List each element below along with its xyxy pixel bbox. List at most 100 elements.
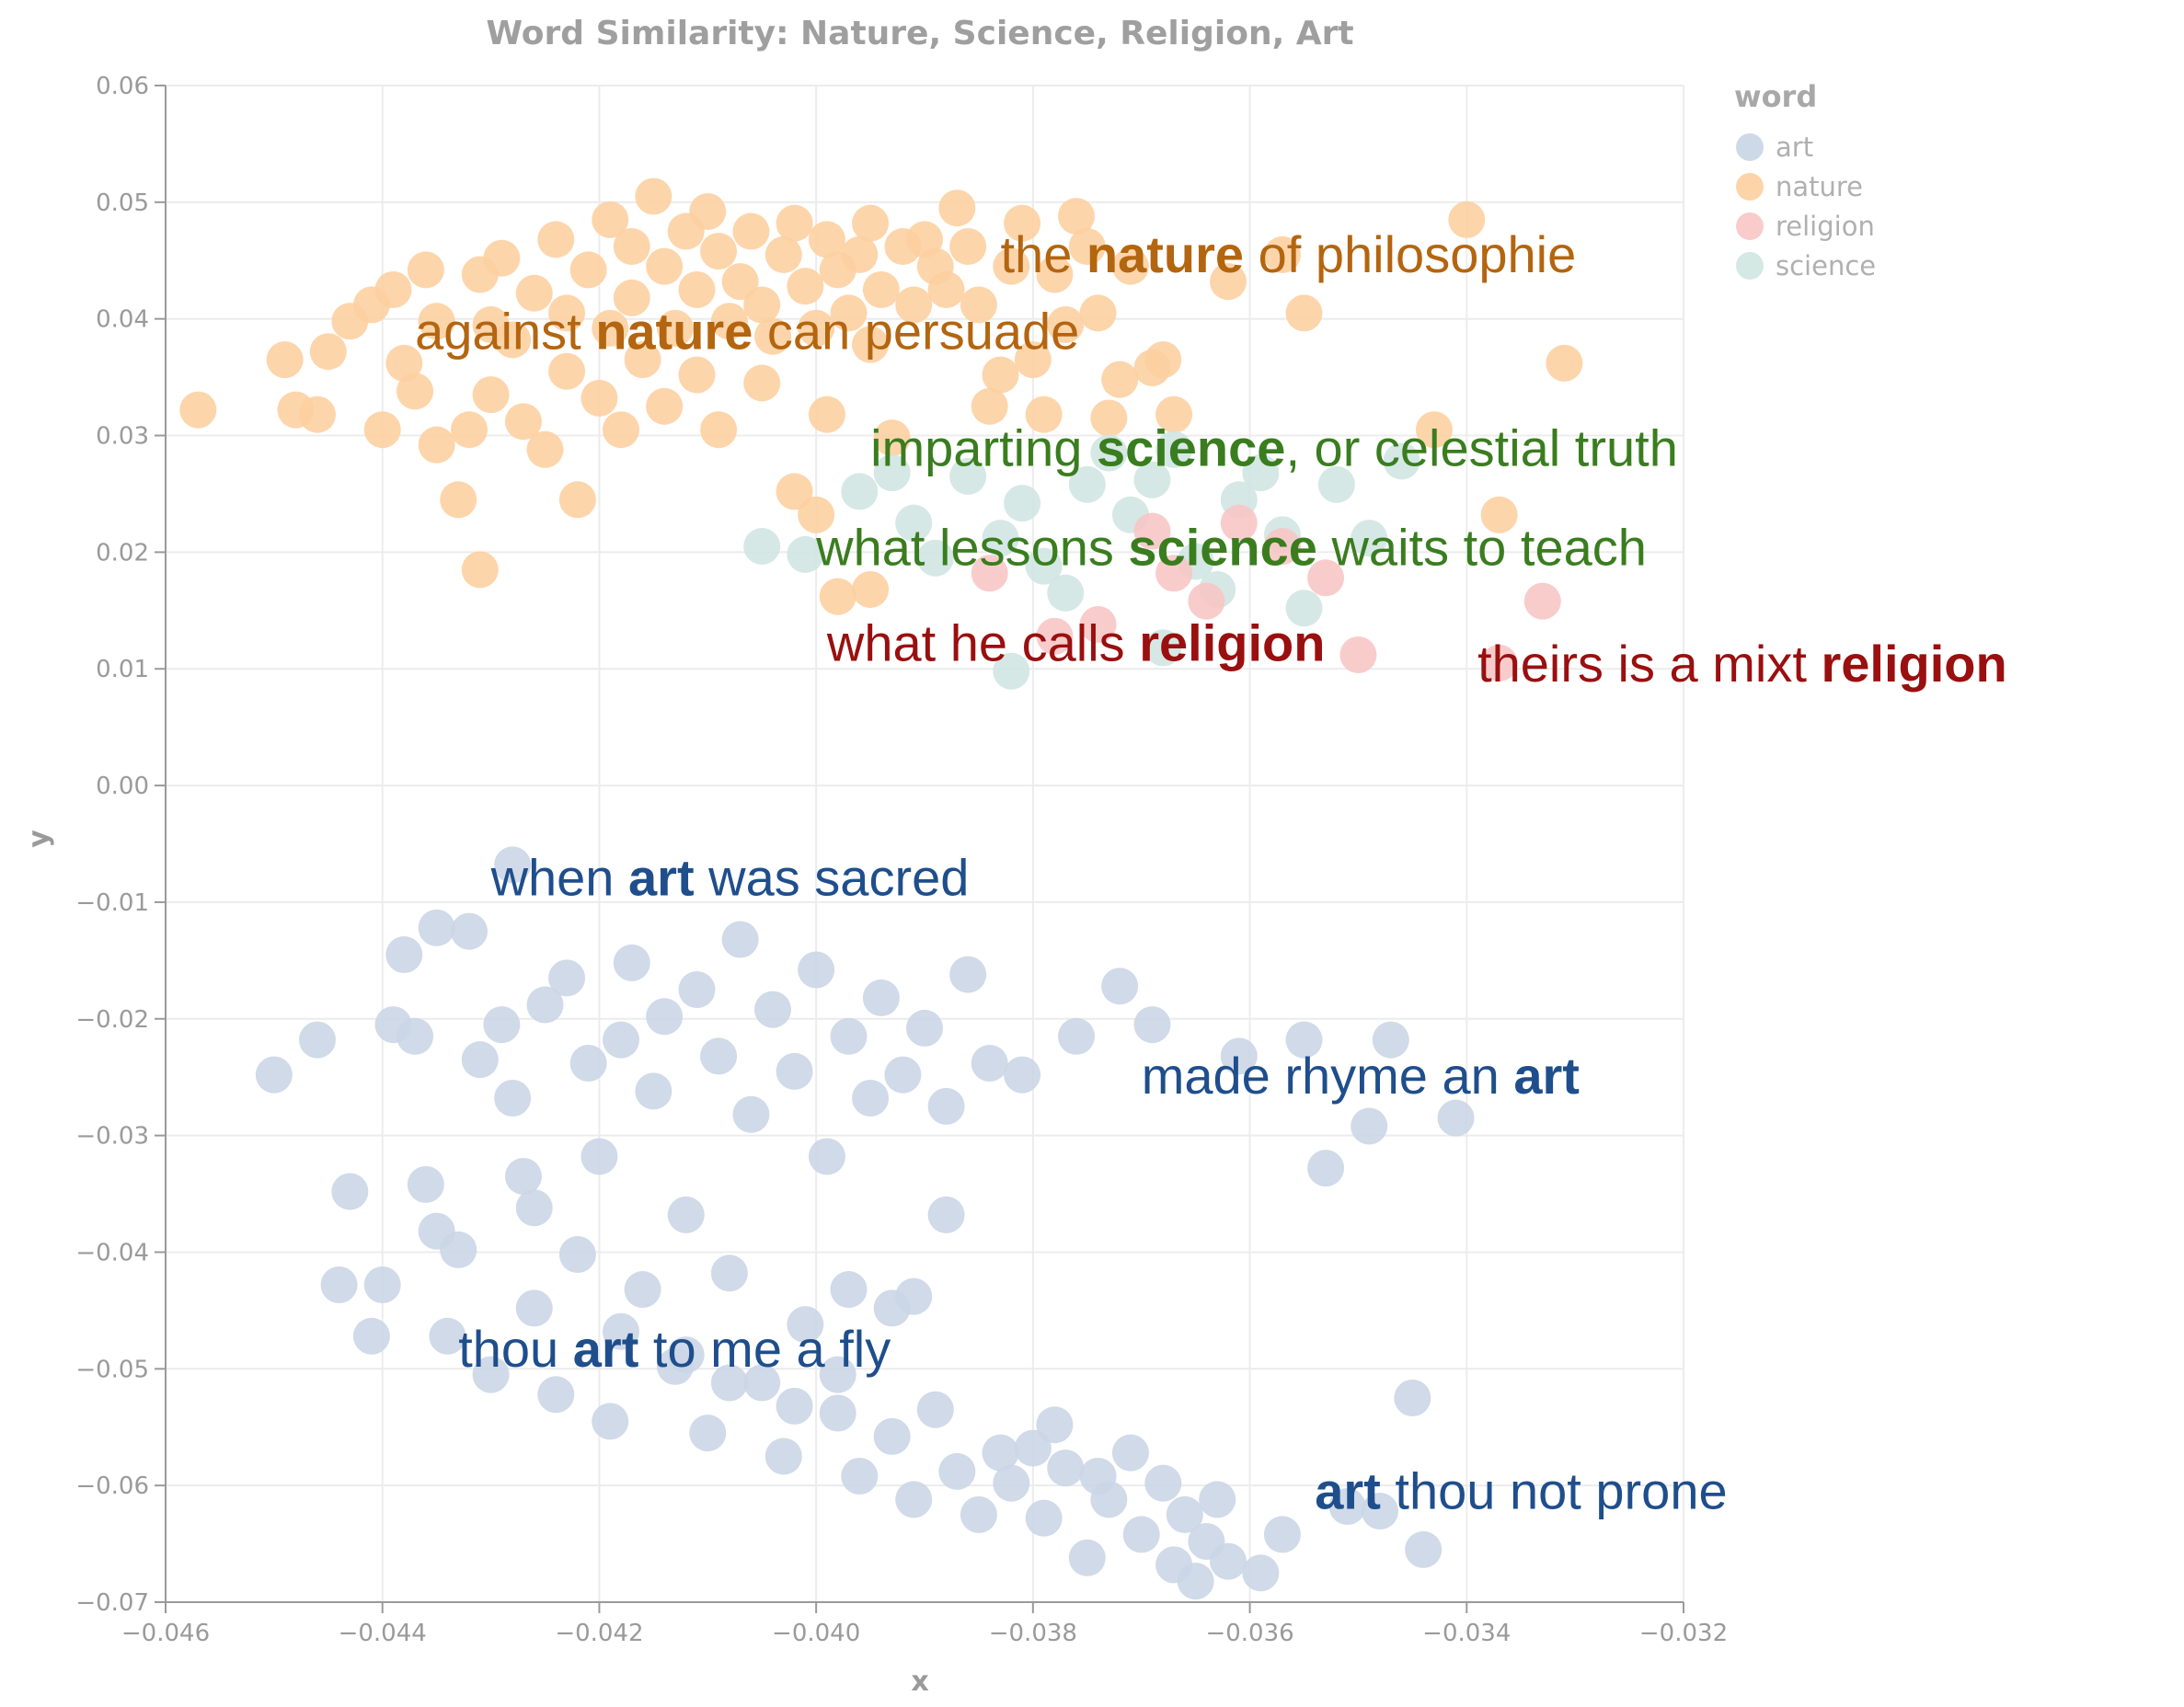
point-nature [385,344,423,382]
point-nature [646,387,684,425]
point-art [830,1271,868,1309]
annotation-religion: what he calls religion [826,613,1326,671]
point-art [787,1306,824,1344]
y-tick-label: −0.02 [75,1006,149,1034]
point-nature [1155,395,1193,433]
point-art [494,1080,532,1117]
point-nature [515,274,553,312]
point-nature [960,286,997,324]
point-nature [852,570,890,608]
point-art [1133,1006,1171,1044]
point-art [451,912,488,950]
x-tick-label: −0.040 [772,1620,860,1647]
legend-swatch-nature [1736,173,1764,200]
point-nature [526,430,564,468]
point-art [916,1391,954,1428]
point-art [830,1017,868,1055]
point-art [352,1317,390,1355]
point-art [873,1417,911,1455]
legend-swatch-art [1736,133,1764,161]
point-science [1383,442,1420,480]
point-nature [678,270,716,308]
point-art [299,1021,336,1059]
point-nature [1068,228,1106,266]
point-art [1047,1449,1085,1487]
y-tick-label: −0.03 [75,1123,149,1151]
point-art [667,1336,705,1374]
point-nature [548,352,586,390]
point-art [580,1138,618,1175]
legend-title: word [1734,79,1817,114]
point-nature [743,364,781,402]
y-axis-label: y [23,830,55,848]
annotation-nature: against nature can persuade [415,303,1079,361]
point-nature [1025,395,1063,433]
point-art [624,1271,661,1309]
legend-label-art: art [1776,132,1813,163]
annotations: the nature of philosophie against nature … [415,225,2007,1520]
point-art [1004,1056,1041,1094]
point-nature [440,481,477,519]
point-nature [1210,263,1247,301]
point-nature [646,247,684,285]
point-nature [982,356,1019,394]
point-religion [1220,504,1258,542]
point-art [558,1235,596,1273]
point-science [1133,461,1171,498]
point-nature [266,341,304,379]
chart-title: Word Similarity: Nature, Science, Religi… [486,15,1353,52]
annotation-art: thou art to me a fly [458,1320,891,1378]
point-art [700,1037,738,1075]
point-nature [1047,306,1085,344]
point-art [852,1080,890,1117]
point-art [1101,968,1139,1005]
point-art [895,1481,933,1518]
point-science [873,454,911,492]
point-nature [1004,204,1041,242]
point-nature [374,270,412,308]
legend-swatch-religion [1736,212,1764,240]
point-nature [363,411,401,449]
point-art [1210,1542,1247,1580]
point-nature [299,395,336,433]
point-nature [494,321,532,359]
point-science [982,520,1019,557]
point-science [949,457,987,495]
point-nature [1036,256,1074,293]
point-nature [580,379,618,417]
point-art [884,1056,922,1094]
point-nature [1144,341,1182,379]
point-nature [592,200,629,238]
point-art [927,1087,965,1125]
point-nature [852,326,890,363]
point-nature [624,341,661,379]
point-religion [1188,582,1225,620]
x-tick-label: −0.032 [1639,1620,1728,1647]
point-nature [808,221,845,258]
point-nature [472,376,510,414]
point-art [906,1009,943,1047]
point-nature [798,309,835,347]
point-nature [938,189,976,227]
point-nature [592,309,629,347]
point-religion [1155,555,1193,592]
y-tick-label: −0.04 [75,1239,149,1266]
point-art [1263,1516,1301,1553]
point-art [397,1017,434,1055]
point-nature [895,286,933,324]
point-art [1372,1021,1409,1059]
point-art [1166,1495,1203,1533]
point-art [1111,1434,1149,1472]
legend-label-science: science [1776,250,1876,281]
point-science [993,652,1030,690]
point-science [787,535,824,573]
point-art [798,951,835,989]
point-nature [764,235,802,273]
point-art [472,1356,510,1393]
point-nature [407,251,444,289]
point-nature [656,309,694,347]
x-tick-label: −0.036 [1205,1620,1293,1647]
point-nature [1415,411,1453,449]
point-nature [558,481,596,519]
